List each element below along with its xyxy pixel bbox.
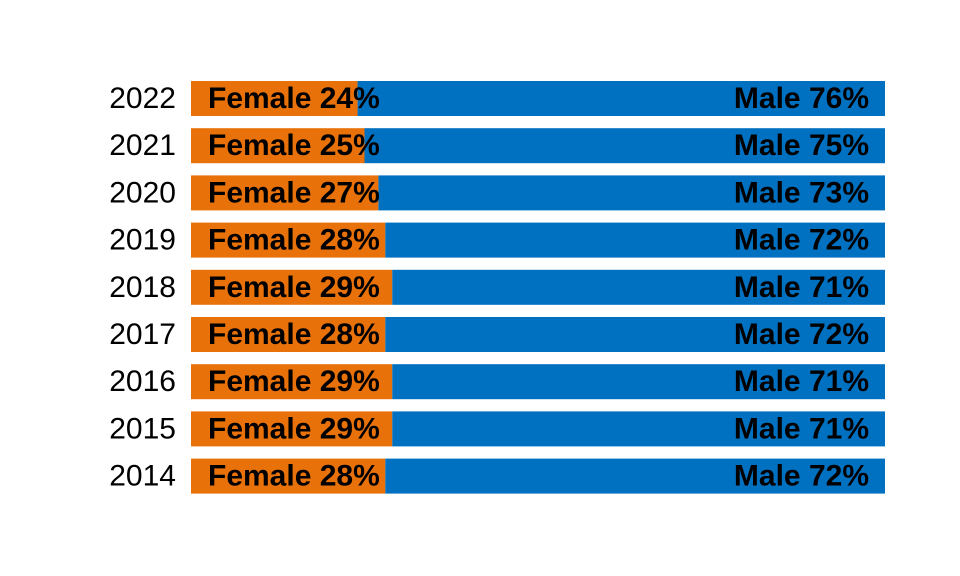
data-label-female: Female 28%: [208, 460, 380, 493]
data-label-female: Female 25%: [208, 129, 380, 162]
bar-segment-female: [191, 81, 358, 116]
bar-segment-male: [392, 411, 885, 447]
data-label-male: Male 72%: [734, 224, 869, 257]
bar-segment-female: [191, 222, 386, 258]
data-label-male: Male 71%: [734, 271, 869, 304]
data-label-male: Male 73%: [734, 176, 869, 209]
bar-segment-female: [191, 364, 393, 400]
data-label-female: Female 28%: [208, 318, 380, 351]
year-label: 2017: [109, 318, 176, 351]
year-label: 2022: [109, 82, 176, 115]
data-label-female: Female 27%: [208, 176, 380, 209]
data-label-male: Male 72%: [734, 318, 869, 351]
bar-segment-male: [385, 458, 885, 494]
data-label-male: Male 72%: [734, 460, 869, 493]
year-label: 2018: [109, 271, 176, 304]
bar-segment-male: [385, 222, 885, 258]
year-label: 2016: [109, 365, 176, 398]
bar-segment-female: [191, 458, 386, 494]
data-label-male: Male 75%: [734, 129, 869, 162]
data-label-male: Male 76%: [734, 82, 869, 115]
year-label: 2014: [109, 460, 176, 493]
data-label-female: Female 29%: [208, 271, 380, 304]
data-label-male: Male 71%: [734, 412, 869, 445]
bar-segment-female: [191, 317, 386, 352]
bar-segment-female: [191, 128, 365, 164]
bar-segment-male: [385, 317, 885, 352]
year-label: 2015: [109, 412, 176, 445]
year-label: 2019: [109, 224, 176, 257]
data-label-male: Male 71%: [734, 365, 869, 398]
data-label-female: Female 29%: [208, 365, 380, 398]
year-label: 2021: [109, 129, 176, 162]
bar-segment-male: [392, 364, 885, 400]
data-label-female: Female 28%: [208, 224, 380, 257]
year-label: 2020: [109, 176, 176, 209]
bar-segment-female: [191, 269, 393, 305]
bar-segment-male: [378, 175, 885, 211]
bar-segment-male: [357, 81, 885, 116]
data-label-female: Female 29%: [208, 412, 380, 445]
bar-segment-male: [392, 269, 885, 305]
data-label-female: Female 24%: [208, 82, 380, 115]
bar-segment-female: [191, 411, 393, 447]
bar-segment-male: [364, 128, 885, 164]
bar-segment-female: [191, 175, 379, 211]
